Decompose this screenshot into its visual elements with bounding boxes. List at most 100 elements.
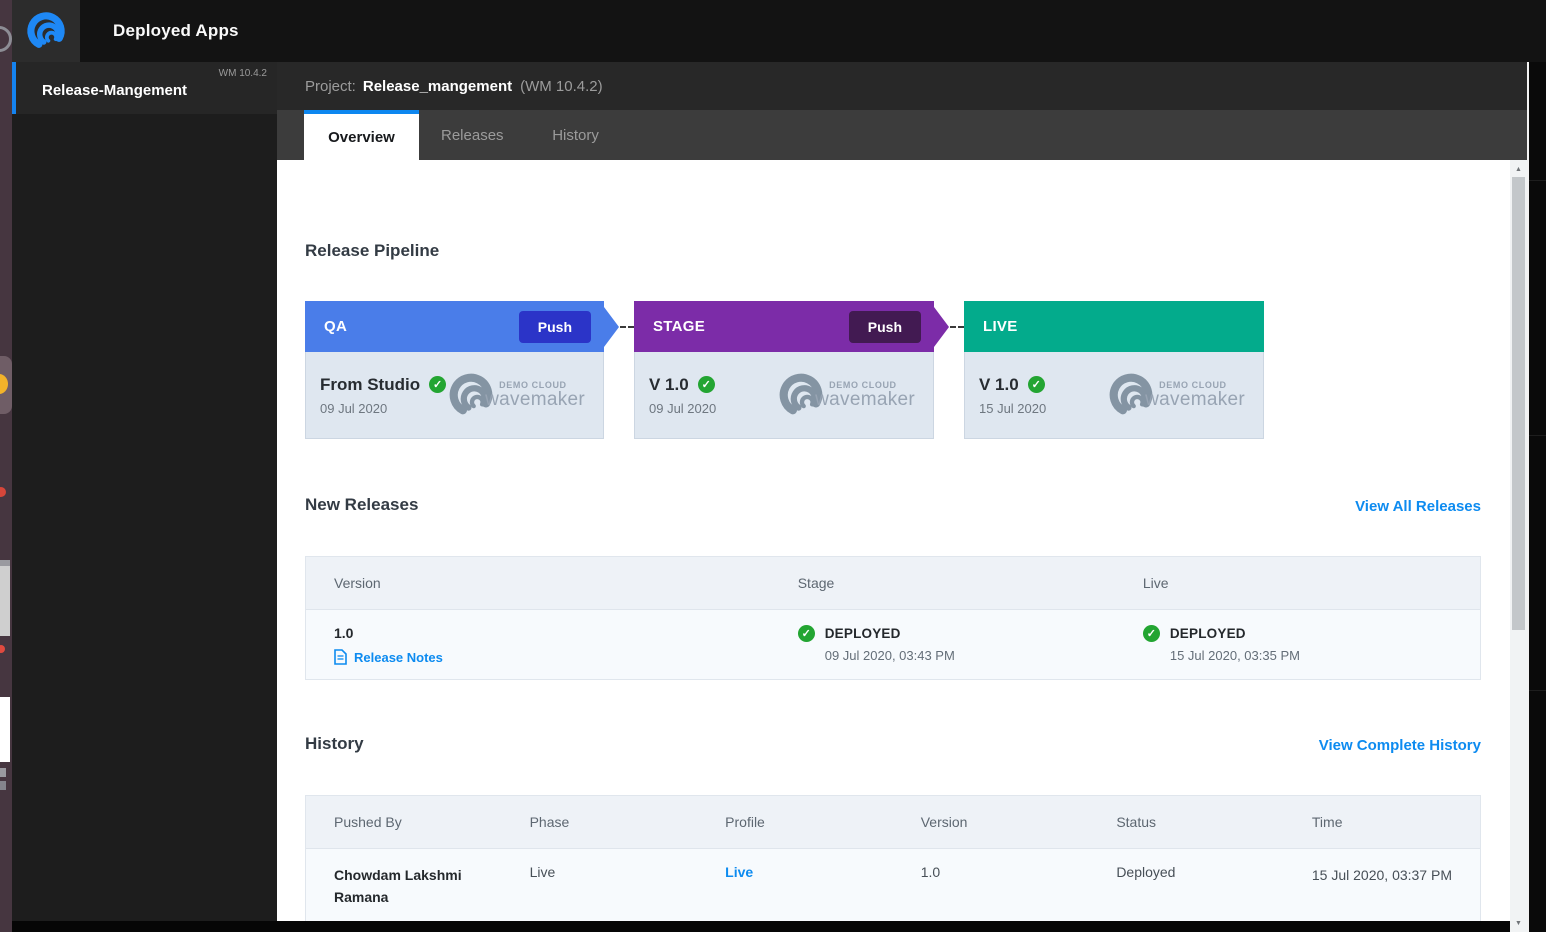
tab-history[interactable]: History bbox=[552, 126, 599, 144]
scrollbar-thumb[interactable] bbox=[1512, 177, 1525, 630]
new-releases-table-row: 1.0 Release Notes ✓ bbox=[306, 610, 1480, 679]
sidebar-project-name: Release-Mangement bbox=[42, 82, 188, 99]
live-version: V 1.0 bbox=[979, 374, 1019, 394]
pipeline-card-live: LIVE V 1.0 ✓ 15 Jul 2020 bbox=[964, 301, 1264, 439]
pipeline-card-stage: STAGE Push V 1.0 ✓ 09 Jul 2020 bbox=[634, 301, 949, 439]
live-deploy-status: DEPLOYED bbox=[1169, 626, 1246, 641]
view-complete-history-link[interactable]: View Complete History bbox=[1318, 737, 1481, 754]
qa-card-body: From Studio ✓ 09 Jul 2020 bbox=[305, 352, 604, 439]
release-notes-link[interactable]: Release Notes bbox=[334, 649, 760, 665]
wavemaker-logo-box[interactable] bbox=[12, 0, 80, 62]
history-phase: Live bbox=[529, 864, 556, 880]
live-card-body: V 1.0 ✓ 15 Jul 2020 bbox=[964, 352, 1264, 439]
view-all-releases-link[interactable]: View All Releases bbox=[1355, 498, 1481, 515]
wavemaker-logo-icon bbox=[27, 12, 65, 50]
column-header-pushed-by: Pushed By bbox=[334, 814, 402, 830]
page-title: Deployed Apps bbox=[113, 21, 239, 40]
history-heading: History bbox=[305, 734, 364, 753]
history-pushed-by: Chowdam Lakshmi Ramana bbox=[334, 867, 462, 905]
qa-version: From Studio bbox=[320, 374, 421, 394]
stage-stage-name: STAGE bbox=[653, 318, 706, 335]
sidebar-project-version: WM 10.4.2 bbox=[218, 68, 267, 79]
new-releases-heading: New Releases bbox=[305, 495, 419, 514]
tab-releases[interactable]: Releases bbox=[441, 126, 504, 144]
live-date: 15 Jul 2020 bbox=[979, 400, 1047, 416]
watermark-wavemaker: wavemaker bbox=[815, 389, 915, 410]
column-header-status: Status bbox=[1116, 814, 1157, 830]
scroll-up-icon[interactable]: ▲ bbox=[1515, 165, 1522, 173]
column-header-version: Version bbox=[334, 575, 381, 591]
stage-date: 09 Jul 2020 bbox=[649, 400, 717, 416]
history-table-row: Chowdam Lakshmi Ramana Live Live 1.0 Dep… bbox=[306, 849, 1480, 921]
dock-partial-icon bbox=[0, 768, 6, 777]
qa-arrow-tip bbox=[604, 306, 619, 347]
new-releases-table: Version Stage Live 1.0 Release bbox=[305, 556, 1481, 680]
release-version: 1.0 bbox=[334, 625, 354, 641]
sidebar: Release-Mangement WM 10.4.2 bbox=[12, 62, 277, 932]
window-right-separator bbox=[1527, 62, 1529, 932]
live-card-header: LIVE bbox=[964, 301, 1264, 352]
history-table: Pushed By Phase Profile Version Status T… bbox=[305, 795, 1481, 921]
stage-deploy-status: DEPLOYED bbox=[824, 626, 901, 641]
column-header-time: Time bbox=[1311, 814, 1343, 830]
watermark-demo-cloud: DEMO CLOUD bbox=[829, 380, 897, 390]
wavemaker-watermark: DEMO CLOUD wavemaker bbox=[1107, 371, 1245, 419]
stage-deploy-time: 09 Jul 2020, 03:43 PM bbox=[824, 648, 955, 663]
history-profile-link[interactable]: Live bbox=[725, 864, 754, 880]
watermark-demo-cloud: DEMO CLOUD bbox=[499, 380, 567, 390]
dock-yellow-icon bbox=[0, 374, 8, 394]
project-version: (WM 10.4.2) bbox=[520, 77, 603, 95]
check-circle-icon: ✓ bbox=[697, 376, 715, 393]
column-header-version: Version bbox=[920, 814, 968, 830]
column-header-stage: Stage bbox=[797, 575, 835, 591]
watermark-demo-cloud: DEMO CLOUD bbox=[1159, 380, 1227, 390]
pipeline-connector bbox=[934, 326, 964, 328]
history-time: 15 Jul 2020, 03:37 PM bbox=[1311, 867, 1452, 883]
dock-partial-icon bbox=[0, 26, 12, 52]
window-bottom-edge bbox=[12, 921, 1510, 932]
qa-push-button[interactable]: Push bbox=[518, 310, 591, 343]
top-app-bar: Deployed Apps bbox=[12, 0, 1546, 62]
vertical-scrollbar[interactable]: ▲ ▼ bbox=[1510, 160, 1527, 932]
overview-content: Release Pipeline QA Push From Studio ✓ bbox=[277, 160, 1510, 921]
project-name: Release_mangement bbox=[362, 77, 513, 95]
column-header-profile: Profile bbox=[725, 814, 765, 830]
qa-card-header: QA Push bbox=[305, 301, 619, 352]
scroll-down-icon[interactable]: ▼ bbox=[1515, 919, 1522, 927]
new-releases-table-header: Version Stage Live bbox=[306, 557, 1480, 610]
os-dock-strip bbox=[0, 0, 12, 932]
wavemaker-watermark-icon bbox=[1109, 373, 1153, 417]
project-header: Project: Release_mangement (WM 10.4.2) bbox=[277, 62, 1527, 110]
history-table-header: Pushed By Phase Profile Version Status T… bbox=[306, 796, 1480, 849]
pipeline-connector bbox=[604, 326, 634, 328]
pipeline-card-qa: QA Push From Studio ✓ 09 Jul 2020 bbox=[305, 301, 619, 439]
tab-overview[interactable]: Overview bbox=[304, 110, 419, 160]
stage-push-button[interactable]: Push bbox=[848, 310, 921, 343]
live-stage-name: LIVE bbox=[983, 318, 1018, 335]
release-pipeline: QA Push From Studio ✓ 09 Jul 2020 bbox=[305, 301, 1481, 439]
wavemaker-watermark: DEMO CLOUD wavemaker bbox=[777, 371, 915, 419]
project-label: Project: bbox=[305, 77, 356, 95]
column-header-phase: Phase bbox=[529, 814, 570, 830]
dock-window-icon bbox=[0, 560, 10, 636]
column-header-live: Live bbox=[1142, 575, 1169, 591]
document-icon bbox=[334, 649, 347, 665]
stage-card-body: V 1.0 ✓ 09 Jul 2020 bbox=[634, 352, 934, 439]
release-notes-label: Release Notes bbox=[354, 649, 443, 665]
check-circle-icon: ✓ bbox=[1142, 625, 1160, 642]
release-pipeline-heading: Release Pipeline bbox=[305, 241, 440, 260]
dock-partial-icon bbox=[0, 781, 6, 790]
check-circle-icon: ✓ bbox=[1027, 376, 1045, 393]
wavemaker-watermark-icon bbox=[779, 373, 823, 417]
check-circle-icon: ✓ bbox=[429, 376, 447, 393]
watermark-wavemaker: wavemaker bbox=[1145, 389, 1245, 410]
dock-notification-dot bbox=[0, 645, 5, 653]
dock-notification-dot bbox=[0, 487, 6, 497]
sidebar-item-project[interactable]: Release-Mangement WM 10.4.2 bbox=[12, 62, 277, 114]
tab-bar: Overview Releases History bbox=[277, 110, 1527, 160]
stage-version: V 1.0 bbox=[649, 374, 689, 394]
stage-arrow-tip bbox=[934, 306, 949, 347]
live-deploy-time: 15 Jul 2020, 03:35 PM bbox=[1169, 648, 1300, 663]
wavemaker-watermark-icon bbox=[449, 373, 493, 417]
